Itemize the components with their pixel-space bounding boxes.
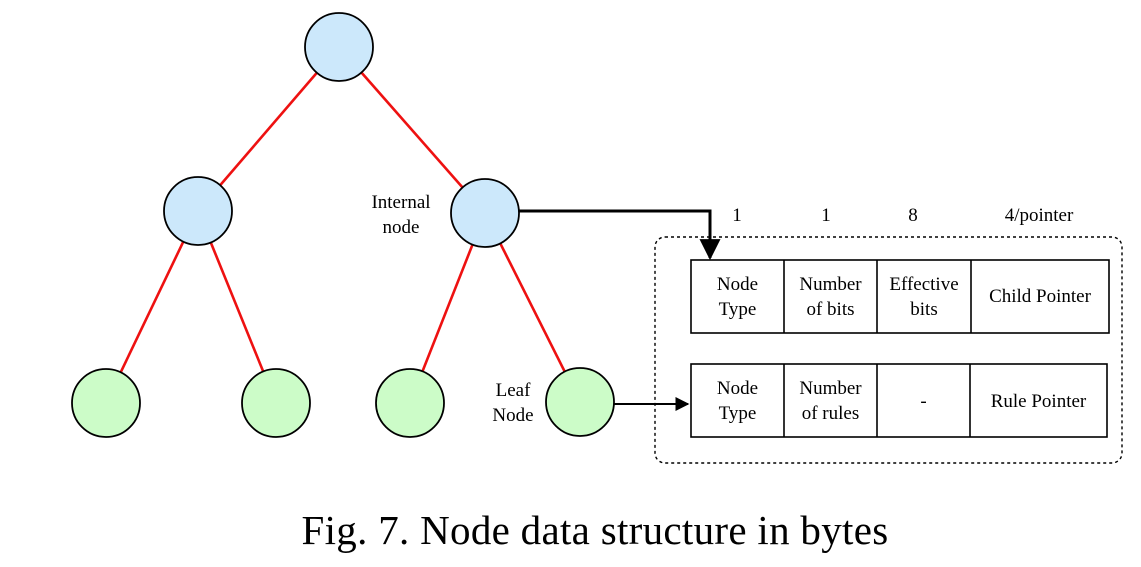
size-pointer: 4/pointer	[1004, 205, 1074, 226]
leaf-node-label: Leaf Node	[492, 380, 534, 426]
internal-nodes	[163, 12, 520, 248]
leaf-node-2	[241, 368, 311, 438]
internal-row-table	[690, 259, 1110, 334]
cell-empty-dash: -	[920, 391, 927, 412]
size-effective-bits: 8	[908, 205, 918, 226]
size-number-of-bits: 1	[821, 205, 831, 226]
structure-container	[654, 236, 1123, 464]
cell-number-of-rules: Number of rules	[799, 378, 862, 424]
cell-number-of-bits: Number of bits	[799, 274, 862, 320]
edge-right-leaf4	[483, 212, 582, 403]
cell-node-type: Node Type	[716, 274, 759, 320]
cell-rule-pointer: Rule Pointer	[990, 391, 1087, 412]
leaf-node-1	[71, 368, 141, 438]
leaf-nodes	[71, 367, 615, 438]
internal-node-arrow	[519, 209, 721, 261]
internal-node-left	[163, 176, 233, 246]
cell-leaf-node-type: Node Type	[716, 378, 759, 424]
edge-left-leaf1	[104, 210, 200, 404]
internal-node-right	[450, 178, 520, 248]
leaf-node-4	[545, 367, 615, 437]
cell-child-pointer: Child Pointer	[989, 286, 1091, 307]
root-node	[304, 12, 374, 82]
edge-root-right	[338, 46, 486, 214]
internal-node-label: Internal node	[371, 192, 431, 238]
leaf-row-table	[690, 363, 1108, 438]
edge-root-left	[197, 46, 340, 212]
cell-effective-bits: Effective bits	[889, 274, 959, 320]
size-node-type: 1	[732, 205, 742, 226]
figure-caption: Fig. 7. Node data structure in bytes	[301, 507, 889, 553]
leaf-node-3	[375, 368, 445, 438]
